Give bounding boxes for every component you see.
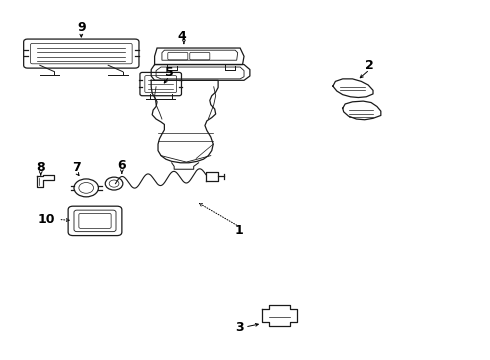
Text: 3: 3 bbox=[235, 320, 244, 333]
Text: 10: 10 bbox=[37, 213, 55, 226]
Text: 5: 5 bbox=[165, 66, 173, 79]
Text: 4: 4 bbox=[177, 30, 186, 43]
Text: 7: 7 bbox=[72, 161, 81, 174]
Text: 8: 8 bbox=[36, 161, 45, 174]
Text: 9: 9 bbox=[77, 21, 86, 34]
Text: 1: 1 bbox=[235, 224, 244, 238]
Text: 6: 6 bbox=[118, 159, 126, 172]
Text: 2: 2 bbox=[365, 59, 374, 72]
